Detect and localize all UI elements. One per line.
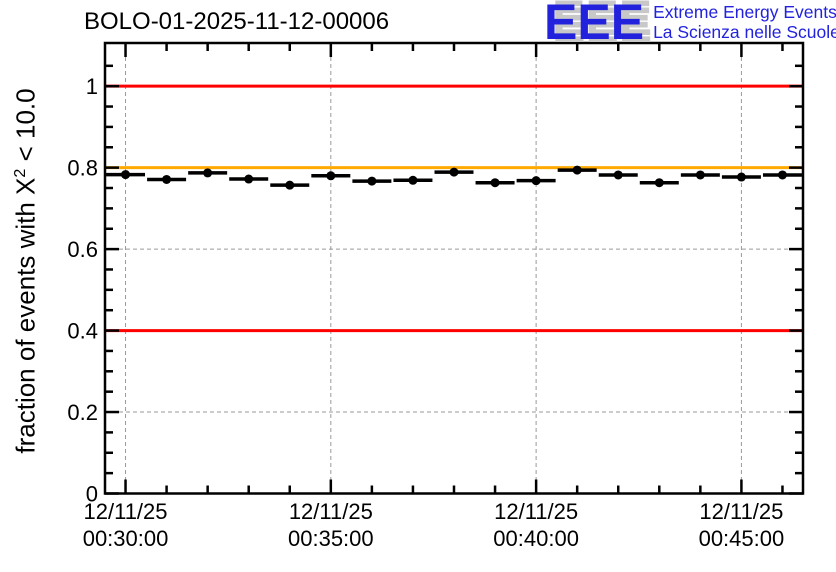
x-tick-label-time: 00:45:00 <box>699 526 785 551</box>
data-point-marker <box>162 174 172 184</box>
y-tick-label: 0.2 <box>67 400 98 425</box>
data-point-marker <box>654 178 664 188</box>
eee-logo-line-1: Extreme Energy Events <box>653 2 836 22</box>
y-axis-title: fraction of events with X2 < 10.0 <box>11 88 42 453</box>
y-tick-label: 0 <box>86 482 98 507</box>
data-point-marker <box>736 172 746 182</box>
data-point-marker <box>285 180 295 190</box>
data-point-marker <box>777 170 787 180</box>
data-point-marker <box>695 170 705 180</box>
data-point-marker <box>326 171 336 181</box>
x-tick-label-time: 00:35:00 <box>288 526 374 551</box>
y-tick-label: 0.4 <box>67 319 98 344</box>
x-tick-label-date: 12/11/25 <box>494 499 578 524</box>
data-point-marker <box>490 178 500 188</box>
y-tick-label: 0.8 <box>67 156 98 181</box>
data-point-marker <box>572 165 582 175</box>
data-point-marker <box>244 174 254 184</box>
data-point-marker <box>408 175 418 185</box>
x-tick-label-time: 00:40:00 <box>493 526 579 551</box>
x-tick-label-date: 12/11/25 <box>84 499 168 524</box>
eee-logo: EEE Extreme Energy Events La Scienza nel… <box>544 0 836 50</box>
data-point-marker <box>121 170 131 180</box>
x-tick-label-time: 00:30:00 <box>83 526 169 551</box>
data-point-marker <box>531 176 541 186</box>
y-axis-title-suffix: < 10.0 <box>10 88 41 169</box>
eee-logo-acronym: EEE <box>544 0 645 50</box>
y-tick-label: 1 <box>86 74 98 99</box>
eee-logo-line-2: La Scienza nelle Scuole <box>653 22 836 42</box>
plot-frame <box>103 41 805 495</box>
y-axis-title-prefix: fraction of events with X <box>10 177 41 454</box>
data-point-marker <box>449 167 459 177</box>
y-axis-title-superscript: 2 <box>10 168 29 178</box>
data-point-marker <box>367 176 377 186</box>
plot-title: BOLO-01-2025-11-12-00006 <box>84 8 390 35</box>
data-point-marker <box>613 170 623 180</box>
eee-logo-text: Extreme Energy Events La Scienza nelle S… <box>653 0 836 42</box>
data-point-marker <box>203 168 213 178</box>
y-tick-label: 0.6 <box>67 237 98 262</box>
x-tick-label-date: 12/11/25 <box>699 499 783 524</box>
x-tick-label-date: 12/11/25 <box>289 499 373 524</box>
